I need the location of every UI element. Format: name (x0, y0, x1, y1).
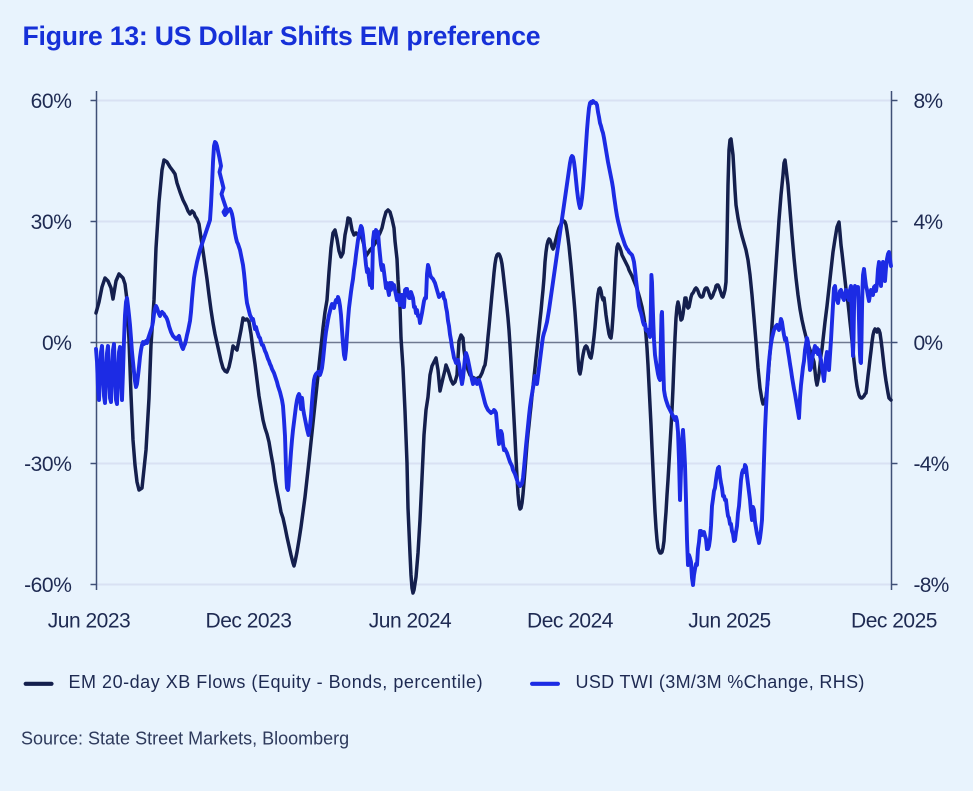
svg-text:Source: State Street Markets,: Source: State Street Markets, Bloomberg (21, 729, 349, 749)
svg-text:0%: 0% (914, 332, 943, 355)
svg-text:-60%: -60% (24, 574, 71, 597)
svg-text:Jun 2023: Jun 2023 (48, 610, 130, 633)
svg-text:USD TWI (3M/3M %Change, RHS): USD TWI (3M/3M %Change, RHS) (576, 672, 865, 692)
svg-text:30%: 30% (31, 211, 72, 234)
svg-text:8%: 8% (914, 90, 943, 113)
svg-text:0%: 0% (42, 332, 72, 355)
svg-text:Jun 2024: Jun 2024 (369, 610, 452, 633)
svg-text:-8%: -8% (914, 574, 949, 597)
svg-text:EM 20-day XB Flows (Equity - B: EM 20-day XB Flows (Equity - Bonds, perc… (69, 672, 484, 692)
svg-text:-4%: -4% (914, 453, 949, 476)
svg-text:Figure 13: US Dollar Shifts EM: Figure 13: US Dollar Shifts EM preferenc… (23, 21, 541, 51)
svg-text:60%: 60% (31, 90, 72, 113)
svg-text:4%: 4% (914, 211, 943, 234)
svg-text:Dec 2024: Dec 2024 (527, 610, 614, 633)
svg-text:-30%: -30% (24, 453, 71, 476)
svg-text:Jun 2025: Jun 2025 (688, 610, 770, 633)
svg-text:Dec 2023: Dec 2023 (206, 610, 292, 633)
svg-text:Dec 2025: Dec 2025 (851, 610, 937, 633)
